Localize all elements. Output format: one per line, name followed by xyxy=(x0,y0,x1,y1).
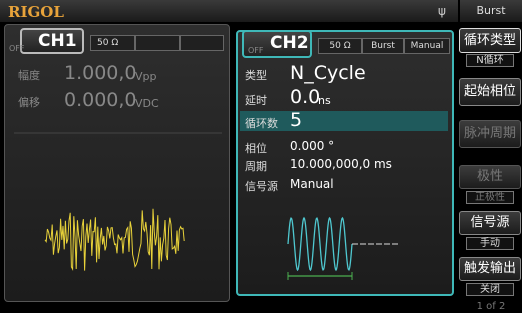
menu-title: Burst xyxy=(460,0,522,22)
menu-button[interactable]: 极性 xyxy=(459,165,521,189)
menu-button[interactable]: 循环类型 xyxy=(459,28,521,53)
screen: {"header": {"brand": "RIGOL", "menu_titl… xyxy=(0,0,522,313)
menu-option: 正极性 xyxy=(466,191,514,204)
ch1-waveform xyxy=(45,209,184,271)
waveforms xyxy=(0,0,458,313)
menu-button[interactable]: 信号源 xyxy=(459,211,521,235)
ch2-waveform xyxy=(288,218,352,270)
menu-option: 手动 xyxy=(466,237,514,250)
menu-button[interactable]: 起始相位 xyxy=(459,78,521,106)
menu-option: 关闭 xyxy=(466,283,514,296)
menu-button[interactable]: 触发输出 xyxy=(459,257,521,281)
menu-button[interactable]: 脉冲周期 xyxy=(459,120,521,148)
menu-option: N循环 xyxy=(466,54,514,67)
page-indicator: 1 of 2 xyxy=(460,301,522,312)
